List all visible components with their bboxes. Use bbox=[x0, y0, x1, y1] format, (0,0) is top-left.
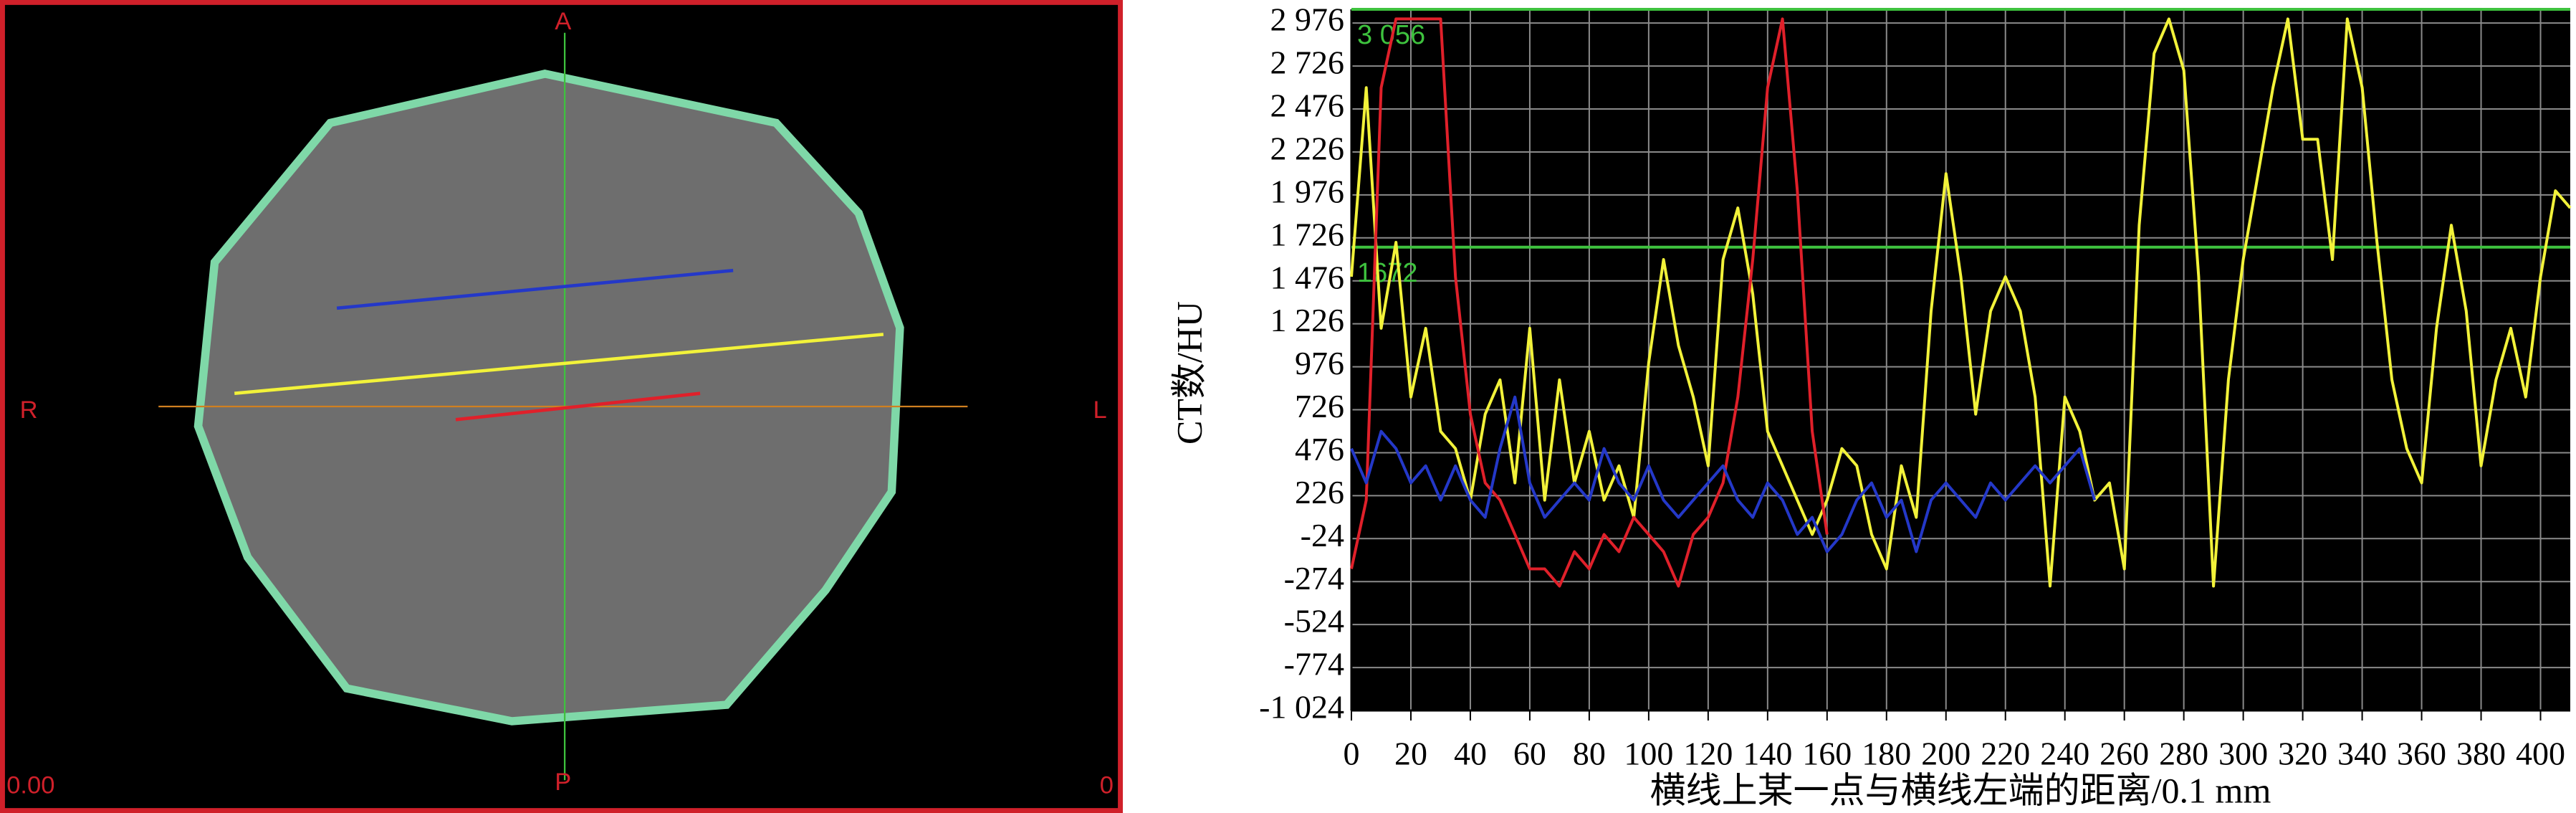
y-tick-label: 226 bbox=[1295, 474, 1344, 510]
y-tick-label: 476 bbox=[1295, 431, 1344, 467]
x-tick-label: 0 bbox=[1344, 736, 1360, 772]
y-tick-label: 2 476 bbox=[1270, 87, 1345, 124]
x-tick-label: 320 bbox=[2278, 736, 2327, 772]
y-tick-label: 1 226 bbox=[1270, 302, 1345, 338]
reference-label: 1672 bbox=[1357, 258, 1418, 288]
y-tick-label: 1 726 bbox=[1270, 216, 1345, 252]
series-line bbox=[1350, 17, 1829, 588]
x-tick-label: 280 bbox=[2159, 736, 2208, 772]
x-tick-label: 380 bbox=[2456, 736, 2506, 772]
y-tick-label: -274 bbox=[1284, 560, 1344, 596]
x-tick-label: 40 bbox=[1454, 736, 1487, 772]
y-tick-label: 2 726 bbox=[1270, 44, 1345, 81]
y-axis-title: CT数/HU bbox=[1169, 301, 1209, 444]
x-tick-label: 120 bbox=[1683, 736, 1733, 772]
x-axis-title: 横线上某一点与横线左端的距离/0.1 mm bbox=[1650, 770, 2271, 810]
x-tick-label: 200 bbox=[1921, 736, 1971, 772]
x-tick-label: 400 bbox=[2516, 736, 2565, 772]
x-tick-label: 160 bbox=[1802, 736, 1852, 772]
label-top: A bbox=[555, 8, 571, 35]
red-probe bbox=[455, 391, 701, 422]
blue-probe bbox=[336, 268, 734, 310]
ct-image: A P R L 0.00 0 bbox=[0, 0, 1123, 813]
x-tick-label: 80 bbox=[1573, 736, 1606, 772]
series-line bbox=[1350, 395, 2097, 553]
specimen bbox=[193, 70, 904, 726]
y-tick-label: -24 bbox=[1301, 517, 1344, 553]
x-tick-label: 220 bbox=[1981, 736, 2030, 772]
yellow-probe bbox=[234, 333, 884, 395]
y-tick-label: 2 226 bbox=[1270, 130, 1345, 167]
y-tick-label: 976 bbox=[1295, 345, 1344, 381]
y-tick-label: -1 024 bbox=[1259, 689, 1344, 726]
x-tick-label: 260 bbox=[2099, 736, 2149, 772]
plot-area bbox=[1351, 9, 2570, 710]
y-tick-label: 726 bbox=[1295, 388, 1344, 424]
label-left: R bbox=[20, 396, 38, 424]
x-tick-label: 20 bbox=[1394, 736, 1427, 772]
y-tick-label: 2 976 bbox=[1270, 1, 1345, 38]
x-tick-label: 100 bbox=[1624, 736, 1673, 772]
y-tick-label: -774 bbox=[1284, 646, 1344, 683]
y-tick-label: 1 476 bbox=[1270, 259, 1345, 295]
y-tick-label: 1 976 bbox=[1270, 173, 1345, 209]
label-bottom: P bbox=[555, 769, 571, 796]
x-tick-label: 300 bbox=[2218, 736, 2268, 772]
label-right: L bbox=[1093, 396, 1107, 424]
x-tick-label: 60 bbox=[1513, 736, 1546, 772]
x-tick-label: 240 bbox=[2040, 736, 2089, 772]
y-tick-label: -524 bbox=[1284, 603, 1344, 640]
x-tick-label: 360 bbox=[2397, 736, 2446, 772]
x-tick-label: 340 bbox=[2337, 736, 2387, 772]
x-tick-label: 140 bbox=[1743, 736, 1792, 772]
label-bottom-left: 0.00 bbox=[6, 772, 54, 799]
x-tick-label: 180 bbox=[1862, 736, 1911, 772]
series-line bbox=[1350, 17, 2572, 588]
label-bottom-right: 0 bbox=[1100, 772, 1114, 799]
